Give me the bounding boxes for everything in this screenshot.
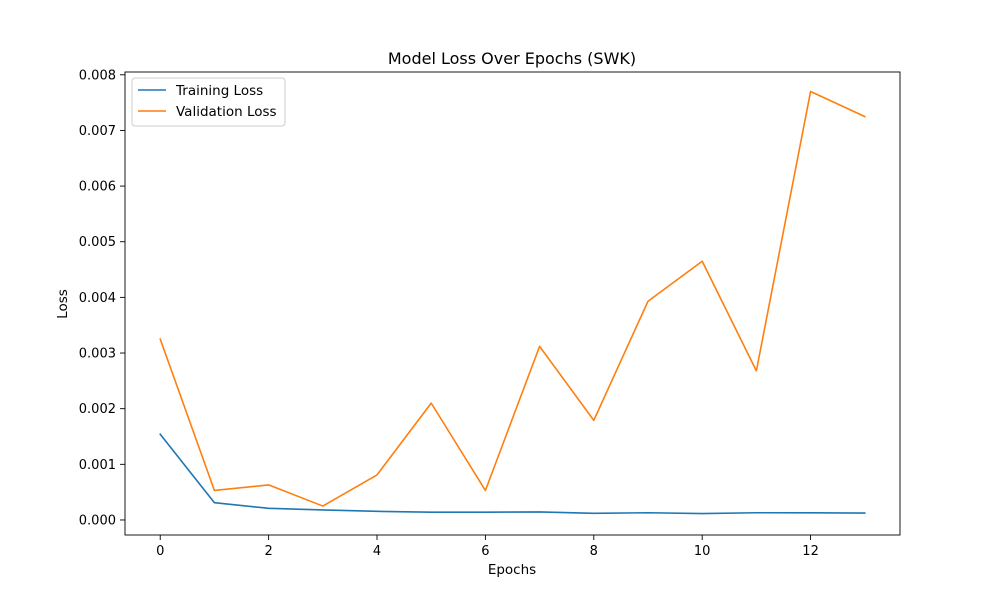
y-axis-label: Loss bbox=[55, 289, 71, 319]
y-tick-label: 0.008 bbox=[79, 68, 116, 83]
x-axis-label: Epochs bbox=[488, 562, 536, 578]
y-tick-label: 0.005 bbox=[79, 235, 116, 250]
legend-label-validation-loss: Validation Loss bbox=[176, 104, 277, 120]
x-tick-label: 6 bbox=[481, 544, 489, 559]
y-tick-label: 0.006 bbox=[79, 180, 116, 195]
plot-area: 0 2 4 6 8 10 12 0.000 0.001 0.002 0.003 0.004 0.005 0… bbox=[79, 68, 901, 559]
y-tick-label: 0.001 bbox=[79, 458, 116, 473]
x-tick-label: 2 bbox=[264, 544, 272, 559]
legend-label-training-loss: Training Loss bbox=[175, 83, 263, 99]
y-tick-label: 0.000 bbox=[79, 513, 116, 528]
y-tick-label: 0.003 bbox=[79, 347, 116, 362]
y-tick-label: 0.004 bbox=[79, 291, 116, 306]
legend: Training Loss Validation Loss bbox=[131, 77, 286, 127]
y-tick-label: 0.002 bbox=[79, 402, 116, 417]
plot-frame bbox=[124, 71, 901, 536]
legend-box bbox=[131, 77, 286, 127]
series-line-training-loss bbox=[159, 433, 866, 515]
x-tick-label: 0 bbox=[156, 544, 164, 559]
x-tick-label: 8 bbox=[590, 544, 598, 559]
chart-title: Model Loss Over Epochs (SWK) bbox=[388, 49, 636, 68]
x-tick-label: 12 bbox=[802, 544, 819, 559]
x-tick-label: 4 bbox=[373, 544, 381, 559]
y-tick-label: 0.007 bbox=[79, 124, 116, 139]
x-tick-label: 10 bbox=[694, 544, 711, 559]
series-line-validation-loss bbox=[159, 90, 866, 507]
